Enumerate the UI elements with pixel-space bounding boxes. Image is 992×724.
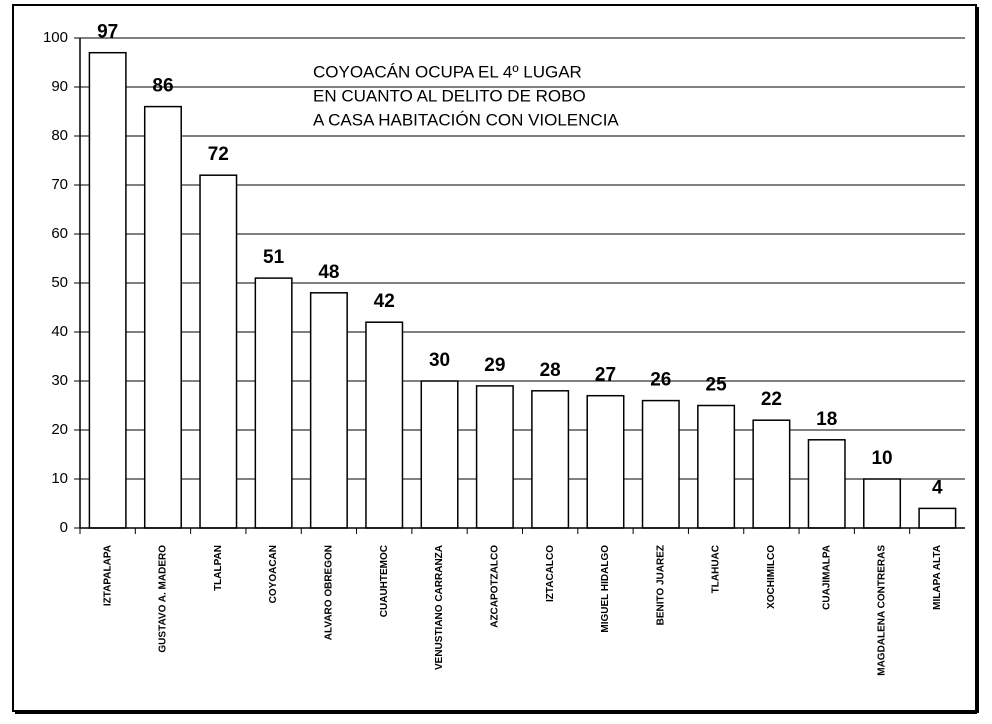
bar <box>143 105 182 529</box>
bar <box>254 277 293 529</box>
data-label: 27 <box>595 365 616 386</box>
x-tick-label: GUSTAVO A. MADERO <box>158 545 169 653</box>
data-label: 10 <box>871 448 892 469</box>
y-tick-label: 0 <box>60 519 68 536</box>
data-label: 42 <box>374 291 395 312</box>
x-tick-label: XOCHIMILCO <box>766 545 777 609</box>
annotation: EN CUANTO AL DELITO DE ROBO <box>313 86 586 105</box>
x-tick-label: AZCAPOTZALCO <box>489 545 500 628</box>
data-label: 86 <box>152 76 173 97</box>
x-tick-label: IZTACALCO <box>545 545 556 602</box>
bar <box>586 394 625 529</box>
bar <box>309 292 348 529</box>
x-tick-label: ALVARO OBREGON <box>324 545 335 640</box>
y-tick-label: 100 <box>43 29 68 46</box>
x-tick-label: TLAHUAC <box>711 545 722 593</box>
x-tick-label: CUAUHTEMOC <box>379 545 390 617</box>
bar <box>88 51 127 529</box>
bar <box>752 419 791 529</box>
data-label: 51 <box>263 247 285 268</box>
y-tick-label: 40 <box>51 323 68 340</box>
y-tick-label: 50 <box>51 274 68 291</box>
data-label: 26 <box>650 370 671 391</box>
x-tick-label: CUAJIMALPA <box>821 545 832 610</box>
annotation: COYOACÁN OCUPA EL 4º LUGAR <box>313 62 582 81</box>
bar <box>531 390 570 529</box>
annotation: A CASA HABITACIÓN CON VIOLENCIA <box>313 110 619 129</box>
x-tick-label: BENITO JUAREZ <box>655 545 666 625</box>
bar <box>199 174 238 529</box>
y-tick-label: 80 <box>51 127 68 144</box>
x-tick-label: TLALPAN <box>213 545 224 591</box>
bar <box>641 399 680 529</box>
bar <box>365 321 404 529</box>
x-tick-label: VENUSTIANO CARRANZA <box>434 545 445 670</box>
data-label: 72 <box>208 144 229 165</box>
data-label: 28 <box>540 360 561 381</box>
x-tick-label: MAGDALENA CONTRERAS <box>877 545 888 676</box>
bar <box>807 439 846 529</box>
y-tick-label: 10 <box>51 470 68 487</box>
bar <box>697 404 736 529</box>
x-tick-label: MILAPA ALTA <box>932 545 943 610</box>
y-tick-label: 60 <box>51 225 68 242</box>
bar <box>475 385 514 529</box>
data-label: 97 <box>97 22 118 43</box>
bar <box>863 478 902 529</box>
y-tick-label: 20 <box>51 421 68 438</box>
data-label: 22 <box>761 389 782 410</box>
data-label: 30 <box>429 350 450 371</box>
data-label: 48 <box>318 262 339 283</box>
data-label: 4 <box>932 477 943 498</box>
y-tick-label: 30 <box>51 372 68 389</box>
y-tick-label: 70 <box>51 176 68 193</box>
y-tick-label: 90 <box>51 78 68 95</box>
data-label: 29 <box>484 355 505 376</box>
x-tick-label: MIGUEL HIDALGO <box>600 545 611 633</box>
x-tick-label: COYOACAN <box>268 545 279 603</box>
bar <box>420 380 459 529</box>
bar <box>918 507 957 529</box>
data-label: 25 <box>706 375 728 396</box>
x-tick-label: IZTAPALAPA <box>102 545 113 606</box>
data-label: 18 <box>816 409 837 430</box>
